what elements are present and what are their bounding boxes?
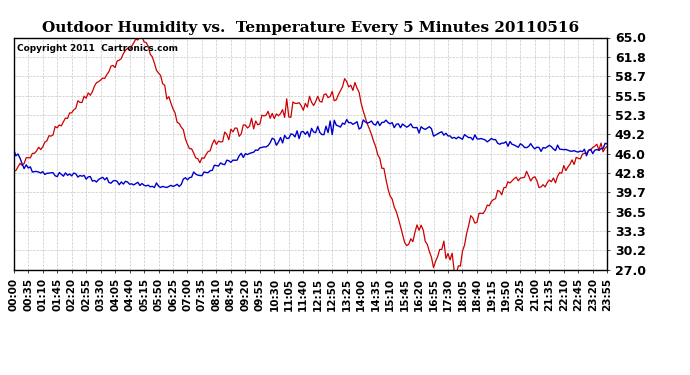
Title: Outdoor Humidity vs.  Temperature Every 5 Minutes 20110516: Outdoor Humidity vs. Temperature Every 5… (42, 21, 579, 35)
Text: Copyright 2011  Cartronics.com: Copyright 2011 Cartronics.com (17, 45, 178, 54)
